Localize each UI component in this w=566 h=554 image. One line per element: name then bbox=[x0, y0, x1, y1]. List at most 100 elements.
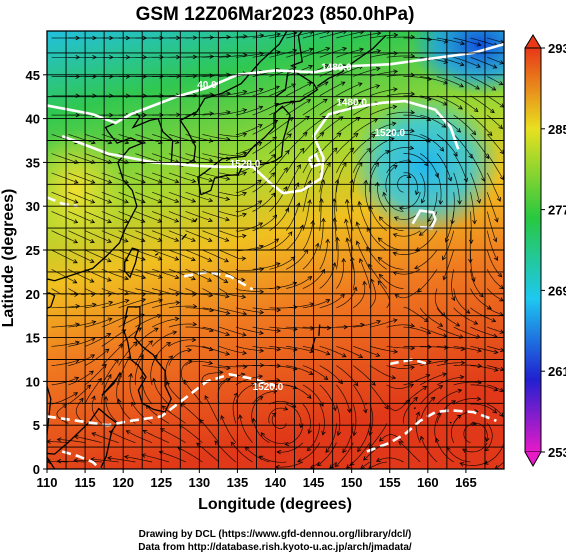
streamline-arrowhead bbox=[225, 331, 230, 337]
streamline bbox=[129, 373, 136, 405]
streamline bbox=[141, 454, 169, 463]
streamline bbox=[47, 441, 69, 444]
streamline-arrowhead bbox=[73, 458, 78, 463]
streamline bbox=[235, 307, 264, 313]
streamline bbox=[336, 287, 357, 309]
streamline-arrowhead bbox=[288, 117, 294, 122]
streamline-arrowhead bbox=[360, 31, 365, 35]
contour-value-label: 1480.0 bbox=[321, 62, 352, 73]
streamline bbox=[436, 362, 465, 366]
streamline bbox=[269, 49, 297, 58]
streamline bbox=[486, 153, 504, 180]
streamline bbox=[393, 249, 421, 255]
streamline bbox=[470, 422, 488, 442]
streamline bbox=[285, 202, 300, 231]
streamline-arrowhead bbox=[442, 275, 447, 281]
streamline-arrowhead bbox=[447, 176, 453, 182]
streamline bbox=[269, 186, 288, 212]
streamline bbox=[202, 172, 230, 180]
streamline bbox=[319, 239, 329, 270]
streamline-arrowhead bbox=[421, 198, 426, 204]
streamline-arrowhead bbox=[394, 294, 400, 299]
streamline-arrowhead bbox=[438, 322, 444, 327]
streamline bbox=[368, 264, 387, 289]
streamline bbox=[285, 182, 299, 212]
streamline bbox=[403, 374, 430, 386]
streamline-arrowhead bbox=[139, 354, 144, 360]
streamline bbox=[470, 403, 497, 414]
streamline bbox=[470, 326, 497, 338]
contour-value-label: 1520.0 bbox=[253, 382, 284, 393]
streamline bbox=[358, 201, 371, 231]
streamline bbox=[68, 370, 94, 386]
streamline-arrowhead bbox=[363, 179, 368, 185]
streamline bbox=[336, 404, 341, 436]
streamline-arrowhead bbox=[242, 108, 248, 113]
streamline bbox=[319, 132, 342, 154]
streamline-arrowhead bbox=[102, 363, 107, 369]
streamline-arrowhead bbox=[355, 116, 361, 122]
streamline-arrowhead bbox=[307, 429, 312, 435]
streamline-arrowhead bbox=[356, 99, 362, 104]
streamline bbox=[302, 98, 328, 116]
streamline bbox=[470, 95, 495, 113]
streamline bbox=[269, 256, 295, 270]
streamline-arrowhead bbox=[316, 461, 322, 467]
streamline-arrowhead bbox=[73, 179, 79, 184]
streamline-arrowhead bbox=[132, 341, 138, 346]
streamline bbox=[356, 222, 371, 251]
streamline bbox=[336, 31, 364, 39]
x-tick-label: 165 bbox=[455, 475, 477, 490]
streamline bbox=[383, 192, 404, 212]
streamline-arrowhead bbox=[492, 409, 498, 414]
x-tick-label: 115 bbox=[75, 475, 96, 490]
streamline bbox=[51, 230, 78, 243]
streamline bbox=[302, 299, 330, 309]
streamline bbox=[196, 442, 220, 463]
streamline-arrowhead bbox=[323, 81, 329, 86]
streamline bbox=[386, 55, 415, 58]
streamline bbox=[453, 326, 481, 338]
coastline-segment bbox=[47, 292, 56, 309]
streamline bbox=[352, 118, 378, 135]
streamline-arrowhead bbox=[91, 432, 97, 437]
streamline bbox=[356, 241, 371, 270]
colorbar-top-arrow bbox=[525, 35, 541, 48]
streamline bbox=[403, 172, 418, 195]
streamline bbox=[202, 249, 229, 262]
streamline bbox=[269, 365, 297, 370]
streamline bbox=[135, 172, 162, 183]
streamline-arrowhead bbox=[398, 206, 404, 211]
streamline-arrowhead bbox=[124, 159, 130, 164]
streamline-arrowhead bbox=[375, 66, 381, 72]
y-tick-label: 35 bbox=[26, 155, 40, 170]
streamline bbox=[168, 172, 196, 183]
streamline-arrowhead bbox=[153, 327, 159, 332]
streamline-arrowhead bbox=[393, 216, 399, 221]
streamline bbox=[369, 346, 398, 353]
height-contour-line bbox=[47, 196, 78, 208]
streamline-arrowhead bbox=[90, 199, 96, 204]
streamline-arrowhead bbox=[174, 237, 180, 242]
streamline-arrowhead bbox=[242, 212, 247, 218]
streamline-arrowhead bbox=[257, 179, 262, 184]
streamline bbox=[403, 361, 431, 366]
streamline-arrowhead bbox=[259, 309, 265, 315]
streamline bbox=[386, 346, 415, 349]
streamline bbox=[219, 133, 247, 137]
streamline bbox=[202, 36, 231, 39]
streamline bbox=[268, 407, 288, 424]
streamline bbox=[302, 365, 328, 380]
streamline-arrowhead bbox=[392, 104, 398, 110]
streamline-arrowhead bbox=[275, 262, 281, 267]
streamline bbox=[302, 116, 327, 135]
streamline-arrowhead bbox=[354, 381, 359, 387]
streamline bbox=[415, 412, 421, 443]
streamline-arrowhead bbox=[391, 375, 397, 380]
streamline-arrowhead bbox=[258, 87, 264, 93]
streamline bbox=[235, 288, 264, 293]
streamline bbox=[436, 389, 462, 405]
streamline bbox=[135, 268, 163, 278]
streamline-arrowhead bbox=[89, 278, 95, 283]
streamline-arrowhead bbox=[258, 455, 264, 460]
